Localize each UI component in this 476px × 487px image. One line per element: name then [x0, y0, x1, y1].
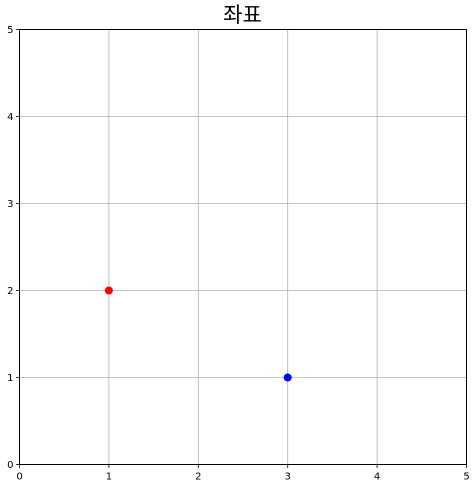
chart-title: 좌표: [223, 3, 262, 27]
plot-area: [19, 29, 467, 465]
y-tick-label: 4: [7, 112, 13, 123]
x-tick-label: 5: [463, 472, 469, 483]
x-tick-label: 0: [16, 472, 22, 483]
y-tick-label: 5: [7, 25, 13, 36]
data-point-2: [283, 373, 292, 382]
axis-ticks: 0 1 2 3 4 5 0 1 2 3 4 5: [7, 25, 470, 483]
y-tick-label: 1: [7, 373, 13, 384]
data-point-1: [104, 286, 113, 295]
y-tick-label: 2: [7, 286, 13, 297]
y-tick-label: 3: [7, 199, 13, 210]
x-tick-label: 3: [285, 472, 291, 483]
data-points: [104, 286, 292, 382]
grid-lines: [19, 29, 467, 465]
x-tick-label: 4: [374, 472, 380, 483]
x-tick-label: 2: [195, 472, 201, 483]
y-tick-label: 0: [7, 460, 13, 471]
x-tick-label: 1: [106, 472, 112, 483]
